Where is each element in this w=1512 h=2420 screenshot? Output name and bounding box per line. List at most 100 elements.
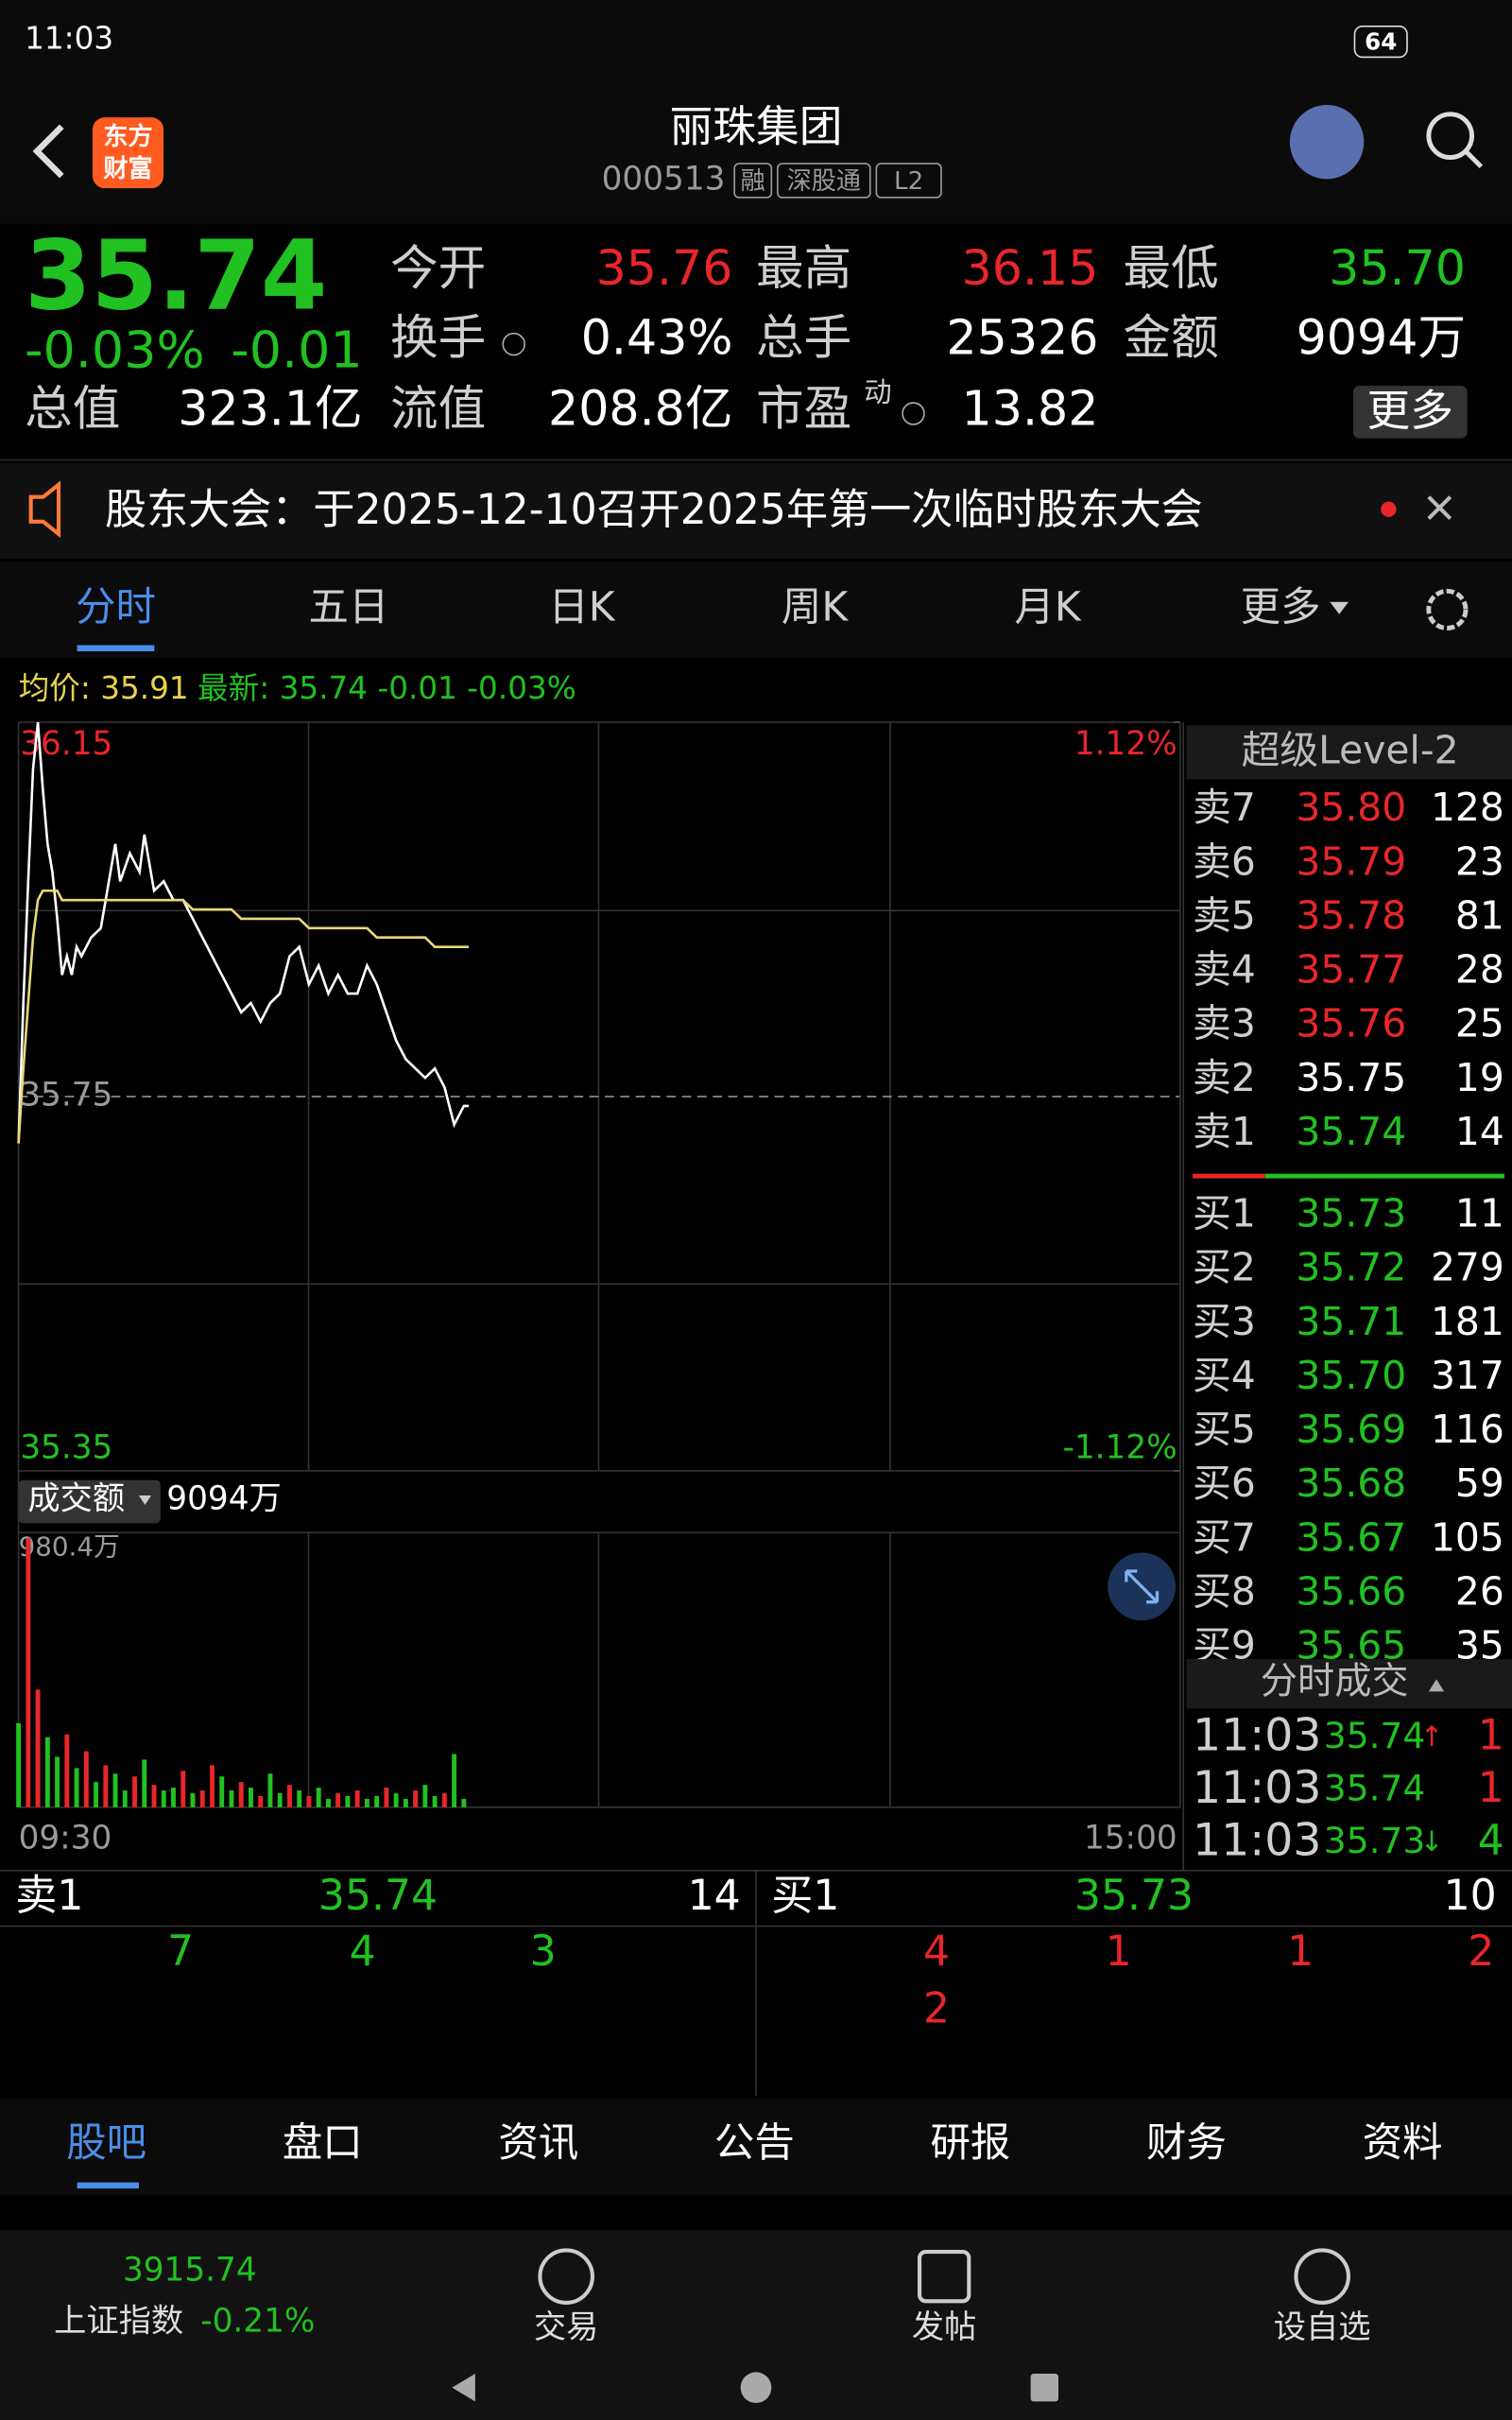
unread-dot — [1381, 501, 1397, 517]
chart-tab[interactable]: 月K — [1014, 584, 1081, 631]
bottom-tab[interactable]: 资料 — [1363, 2120, 1443, 2167]
book-volume: 279 — [1431, 1245, 1504, 1290]
tick-price: 35.74 — [1324, 1715, 1426, 1756]
book-label: 卖3 — [1193, 1001, 1256, 1046]
footer-action[interactable]: 设自选 — [1274, 2308, 1371, 2346]
chart-tab[interactable]: 日K — [548, 584, 615, 631]
stock-tag: L2 — [894, 167, 923, 196]
tick-arrow: ↓ — [1420, 1825, 1444, 1858]
y2-tick-label: 1.12% — [1074, 725, 1177, 763]
book-volume: 35 — [1455, 1623, 1504, 1668]
stock-code: 000513 — [602, 161, 726, 199]
book-price: 35.80 — [1296, 785, 1406, 830]
tick-price: 35.73 — [1324, 1820, 1426, 1861]
bottom-tab[interactable]: 股吧 — [66, 2120, 146, 2167]
bottom-tab[interactable]: 盘口 — [283, 2120, 363, 2167]
volume-bar — [122, 1790, 128, 1807]
book-volume: 116 — [1431, 1407, 1504, 1452]
trade-icon[interactable] — [538, 2248, 594, 2305]
book-volume: 23 — [1455, 838, 1504, 884]
settings-button[interactable] — [1426, 588, 1469, 631]
bottom-tab[interactable]: 公告 — [714, 2120, 795, 2167]
avg-line — [17, 889, 469, 1144]
footer-action[interactable]: 交易 — [534, 2308, 599, 2346]
ticks-title: 分时成交 — [1261, 1661, 1409, 1703]
chart-tab[interactable]: 更多 — [1241, 584, 1321, 631]
logo-text: 财富 — [103, 154, 152, 183]
tick-time: 11:03 — [1193, 1762, 1321, 1814]
book-price: 35.68 — [1296, 1461, 1406, 1506]
more-button[interactable] — [1352, 386, 1468, 439]
nav-back[interactable] — [452, 2374, 475, 2402]
field-label: 今开 — [390, 240, 486, 296]
book-price: 35.78 — [1296, 892, 1406, 938]
volume-bar — [35, 1689, 41, 1807]
change-percent: -0.03% — [25, 320, 205, 380]
field-label: 金额 — [1124, 309, 1219, 365]
volume-bar — [64, 1734, 70, 1807]
book-price: 35.79 — [1296, 838, 1406, 884]
bottom-tabs-bg — [0, 2099, 1512, 2195]
footer-action[interactable]: 发帖 — [912, 2308, 977, 2346]
chart-tab[interactable]: 五日 — [309, 584, 389, 631]
volume-bar — [171, 1788, 176, 1807]
book-volume: 26 — [1455, 1569, 1504, 1615]
field-label: 总值 — [25, 380, 120, 436]
chart-tab[interactable]: 周K — [782, 584, 849, 631]
assistant-avatar[interactable] — [1289, 105, 1365, 180]
bottom-tab[interactable]: 研报 — [930, 2120, 1010, 2167]
app-logo[interactable] — [92, 117, 164, 189]
volume-selector[interactable] — [18, 1479, 161, 1524]
watchlist-icon[interactable] — [1294, 2248, 1350, 2305]
book-volume: 317 — [1431, 1353, 1504, 1398]
bottom-tab[interactable]: 资讯 — [498, 2120, 578, 2167]
nav-recent[interactable] — [1030, 2374, 1058, 2402]
volume-bar — [238, 1782, 244, 1807]
volume-bar — [335, 1793, 341, 1807]
book-label: 卖6 — [1193, 838, 1256, 884]
queue-order: 7 — [167, 1927, 194, 1976]
book-volume: 28 — [1455, 947, 1504, 993]
tick-volume: 4 — [1478, 1816, 1504, 1864]
queue-volume: 14 — [688, 1872, 741, 1920]
volume-bar — [277, 1793, 283, 1807]
field-value: 0.43% — [581, 309, 733, 365]
volume-bar — [229, 1790, 234, 1807]
book-volume: 128 — [1431, 785, 1504, 830]
queue-label: 卖1 — [15, 1872, 83, 1920]
nav-home[interactable] — [740, 2372, 772, 2404]
volume-bar — [432, 1795, 438, 1807]
book-volume: 181 — [1431, 1299, 1504, 1344]
tabs-bg — [0, 562, 1512, 658]
info-icon — [502, 332, 525, 356]
book-price: 35.69 — [1296, 1407, 1406, 1452]
expand-icon — [1125, 1569, 1160, 1604]
back-button[interactable] — [32, 124, 64, 179]
field-label: 最低 — [1124, 240, 1219, 296]
volume-bar — [55, 1756, 60, 1807]
volume-bar — [190, 1793, 196, 1807]
volume-bar — [199, 1790, 205, 1807]
post-icon[interactable] — [918, 2250, 971, 2304]
stock-tag: 融 — [741, 167, 765, 196]
book-label: 买7 — [1193, 1514, 1256, 1560]
volume-bar — [103, 1765, 109, 1807]
search-button[interactable] — [1426, 112, 1474, 160]
volume-bar — [461, 1798, 467, 1807]
volume-total: 9094万 — [166, 1479, 281, 1517]
field-label: 换手 — [390, 309, 486, 365]
volume-bar — [112, 1773, 118, 1807]
tag-box — [777, 163, 871, 199]
field-value: 35.76 — [596, 240, 733, 296]
chart-tab[interactable]: 分时 — [76, 584, 156, 631]
queue-price: 35.73 — [1074, 1872, 1194, 1920]
volume-bar — [306, 1795, 312, 1807]
bottom-tab[interactable]: 财务 — [1146, 2120, 1227, 2167]
volume-title: 成交额 — [27, 1479, 125, 1517]
close-notice[interactable] — [1427, 495, 1452, 521]
queue-order: 3 — [530, 1927, 557, 1976]
y-tick-label: 35.75 — [20, 1076, 112, 1114]
index-value: 3915.74 — [123, 2252, 257, 2290]
book-label: 买8 — [1193, 1569, 1256, 1615]
